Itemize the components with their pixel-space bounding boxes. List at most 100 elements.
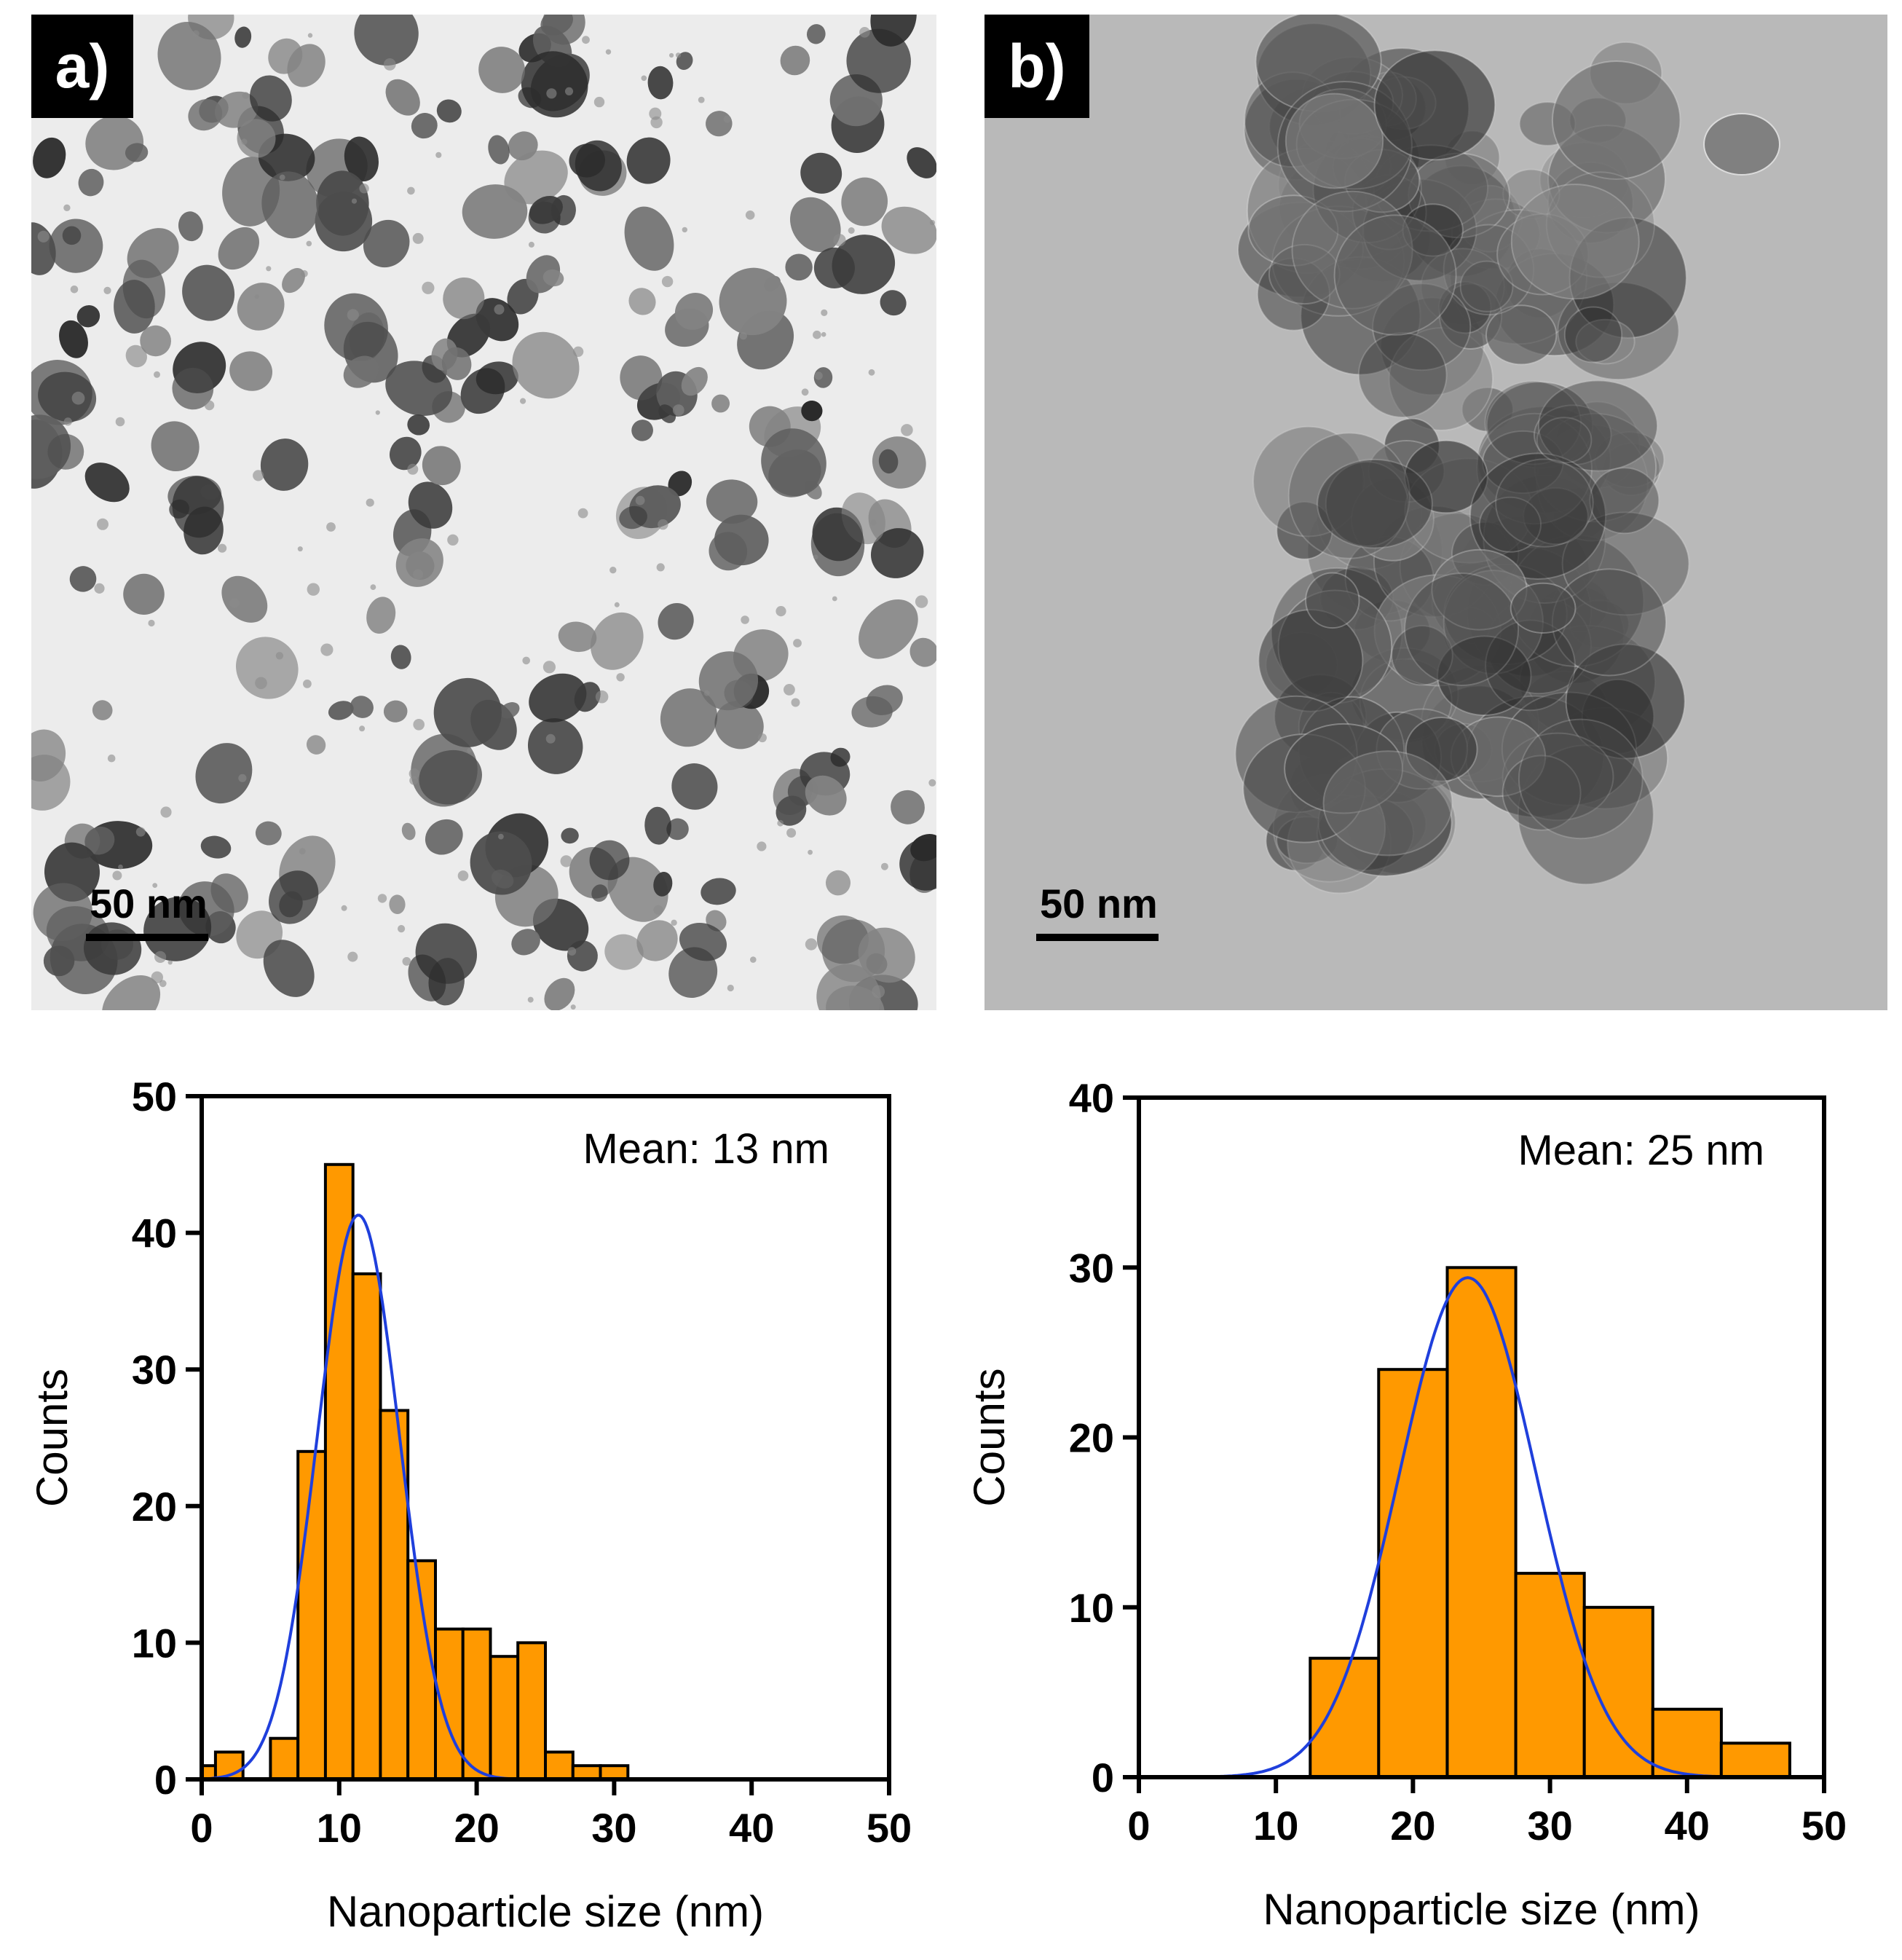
small-particle [675, 52, 682, 58]
nanoparticle [443, 277, 485, 320]
nanoparticle [719, 267, 787, 336]
small-particle [347, 951, 358, 962]
nanoparticle [182, 264, 235, 321]
nanoparticle [761, 428, 826, 497]
small-particle [928, 779, 936, 787]
nanoparticle [441, 347, 472, 380]
y-tick-label: 40 [1069, 1075, 1114, 1121]
nanoparticle [401, 822, 416, 841]
small-particle [929, 220, 936, 226]
nanoparticle [806, 24, 826, 44]
nanoparticles [1234, 15, 1780, 894]
nanoparticle [1469, 452, 1607, 580]
nanoparticle [776, 795, 807, 826]
small-particle [297, 546, 303, 552]
histogram-bar [489, 1655, 520, 1781]
histogram-bar [1582, 1605, 1654, 1779]
nanoparticle [698, 651, 759, 711]
nanoparticle [658, 602, 694, 640]
small-particle [347, 309, 359, 321]
nanoparticle [411, 113, 438, 139]
nanoparticle [195, 743, 253, 804]
small-particle [413, 569, 424, 580]
small-particle [351, 198, 358, 204]
nanoparticle [660, 688, 718, 747]
small-particle [784, 684, 795, 696]
small-particle [457, 870, 469, 881]
small-particle [238, 774, 247, 782]
nanoparticle [589, 840, 630, 881]
nanoparticle [125, 143, 149, 162]
nanoparticle [881, 206, 936, 254]
small-particle [727, 984, 734, 992]
nanoparticle [859, 599, 918, 659]
small-particle [814, 371, 823, 380]
nanoparticle [679, 923, 727, 961]
small-particle [653, 905, 663, 915]
x-tick-label: 10 [317, 1805, 362, 1851]
small-particle [595, 690, 609, 704]
small-particle [669, 52, 674, 58]
nanoparticle [527, 718, 583, 774]
nanoparticle [1551, 60, 1681, 180]
y-axis-label: Counts [965, 1368, 1014, 1506]
small-particle [241, 138, 248, 145]
small-particle [266, 266, 272, 272]
small-particle [422, 281, 435, 294]
nanoparticle [1523, 487, 1589, 546]
nanoparticle [604, 934, 644, 970]
histogram-bar [323, 1162, 355, 1782]
small-particle [915, 595, 928, 608]
small-particle [107, 754, 116, 763]
small-particle [777, 819, 784, 827]
small-particle [467, 748, 473, 753]
histogram-bar [1514, 1572, 1586, 1779]
nanoparticle [425, 819, 463, 855]
nanoparticle [909, 637, 936, 667]
gaussian-fit-line [1207, 1276, 1756, 1779]
nanoparticle [591, 612, 644, 670]
nanoparticle [1485, 304, 1558, 366]
nanoparticle [1510, 582, 1577, 634]
nanoparticle [671, 763, 718, 810]
panel-label: a) [55, 32, 110, 101]
small-particle [570, 1004, 576, 1010]
small-particle [560, 855, 572, 867]
small-particle [791, 698, 800, 707]
x-tick-label: 10 [1253, 1803, 1298, 1849]
small-particle [307, 583, 320, 596]
small-particle [545, 733, 556, 744]
small-particle [383, 58, 396, 71]
nanoparticle [188, 98, 223, 131]
nanoparticle [558, 621, 597, 653]
x-tick-label: 40 [1665, 1803, 1710, 1849]
small-particle [253, 470, 264, 481]
scale-bar-label: 50 nm [90, 881, 208, 926]
nanoparticle [567, 940, 598, 972]
nanoparticle [407, 414, 430, 436]
nanoparticle [350, 696, 374, 718]
small-particle [359, 725, 366, 732]
x-tick-label: 40 [729, 1805, 774, 1851]
small-particle [151, 971, 163, 984]
nanoparticle [151, 421, 200, 472]
small-particle [872, 985, 885, 999]
nanoparticle [542, 269, 564, 287]
nanoparticle [825, 870, 851, 896]
nanoparticle [229, 351, 273, 391]
nanoparticle [674, 293, 714, 330]
nanoparticle [714, 514, 769, 566]
small-particle [542, 661, 556, 674]
nanoparticle [200, 835, 232, 859]
y-tick-label: 50 [132, 1074, 177, 1119]
nanoparticle [49, 219, 103, 273]
nanoparticle [1285, 93, 1384, 189]
nanoparticle [658, 404, 676, 423]
nanoparticle [521, 51, 588, 118]
small-particle [498, 833, 504, 840]
histogram-bar [296, 1449, 328, 1782]
small-particle [407, 463, 419, 475]
small-particle [564, 87, 574, 95]
small-particle [671, 919, 677, 926]
